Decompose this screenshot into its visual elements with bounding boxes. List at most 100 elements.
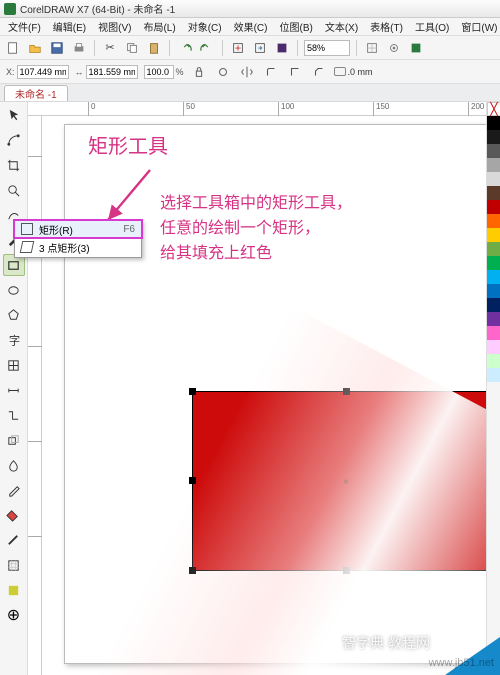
swatch[interactable] [487, 172, 500, 186]
transparency-tool[interactable] [3, 454, 25, 476]
center-marker: × [343, 477, 349, 488]
handle-ml[interactable] [189, 477, 196, 484]
swatch[interactable] [487, 200, 500, 214]
lock-ratio-button[interactable] [190, 63, 208, 81]
menu-window[interactable]: 窗口(W) [461, 19, 497, 34]
paste-button[interactable] [145, 39, 163, 57]
open-button[interactable] [26, 39, 44, 57]
menu-bitmap[interactable]: 位图(B) [279, 19, 312, 34]
rectangle-flyout: 矩形(R) F6 3 点矩形(3) [14, 220, 142, 258]
handle-bl[interactable] [189, 567, 196, 574]
shape-tool[interactable] [3, 129, 25, 151]
menu-view[interactable]: 视图(V) [98, 19, 131, 34]
menu-tools[interactable]: 工具(O) [415, 19, 449, 34]
handle-tl[interactable] [189, 388, 196, 395]
swatch[interactable] [487, 340, 500, 354]
sx-field[interactable]: % [144, 65, 184, 79]
svg-text:字: 字 [9, 333, 20, 347]
annotation-text: 选择工具箱中的矩形工具， 任意的绘制一个矩形， 给其填充上红色 [160, 192, 352, 266]
w-field[interactable]: ↔ [75, 65, 138, 79]
swatch[interactable] [487, 368, 500, 382]
polygon-tool[interactable] [3, 304, 25, 326]
cut-button[interactable]: ✂ [101, 39, 119, 57]
ruler-horizontal: 0 50 100 150 200 [28, 102, 486, 116]
table-tool[interactable] [3, 354, 25, 376]
options-button[interactable] [385, 39, 403, 57]
handle-bm[interactable] [343, 567, 350, 574]
new-button[interactable] [4, 39, 22, 57]
flyout-rectangle[interactable]: 矩形(R) F6 [13, 219, 143, 239]
swatch[interactable] [487, 256, 500, 270]
color-palette: ╳ [486, 102, 500, 675]
outline-tool[interactable] [3, 529, 25, 551]
crop-tool[interactable] [3, 154, 25, 176]
redo-button[interactable] [198, 39, 216, 57]
swatch[interactable] [487, 214, 500, 228]
export-button[interactable] [251, 39, 269, 57]
connector-tool[interactable] [3, 404, 25, 426]
outline-width-1[interactable]: .0 mm [334, 67, 373, 77]
corner3-button[interactable] [310, 63, 328, 81]
corner2-button[interactable] [286, 63, 304, 81]
swatch[interactable] [487, 228, 500, 242]
menu-edit[interactable]: 编辑(E) [53, 19, 86, 34]
snap-button[interactable] [363, 39, 381, 57]
rotate-field[interactable] [214, 63, 232, 81]
mesh-tool[interactable] [3, 554, 25, 576]
swatch[interactable] [487, 116, 500, 130]
handle-tm[interactable] [343, 388, 350, 395]
swatch[interactable] [487, 326, 500, 340]
print-button[interactable] [70, 39, 88, 57]
more-tool[interactable]: ⊕ [3, 604, 25, 626]
smart-fill-tool[interactable] [3, 579, 25, 601]
ellipse-tool[interactable] [3, 279, 25, 301]
save-button[interactable] [48, 39, 66, 57]
zoom-combo[interactable]: 58% [304, 40, 350, 56]
menu-effects[interactable]: 效果(C) [234, 19, 268, 34]
rect-icon [21, 223, 33, 235]
swatch[interactable] [487, 186, 500, 200]
eyedropper-tool[interactable] [3, 479, 25, 501]
import-button[interactable] [229, 39, 247, 57]
property-bar: X: ↔ % .0 mm [0, 60, 500, 84]
flyout-3pt-rectangle[interactable]: 3 点矩形(3) [15, 237, 141, 257]
toolbox: 字 ⊕ [0, 102, 28, 675]
menu-object[interactable]: 对象(C) [188, 19, 222, 34]
swatch[interactable] [487, 354, 500, 368]
corner-button[interactable] [262, 63, 280, 81]
menu-layout[interactable]: 布局(L) [143, 19, 175, 34]
menu-table[interactable]: 表格(T) [370, 19, 403, 34]
text-tool[interactable]: 字 [3, 329, 25, 351]
document-tabs: 未命名 -1 [0, 84, 500, 102]
dimension-tool[interactable] [3, 379, 25, 401]
app-icon [4, 3, 16, 15]
swatch[interactable] [487, 242, 500, 256]
swatch[interactable] [487, 298, 500, 312]
pick-tool[interactable] [3, 104, 25, 126]
selected-rectangle[interactable]: × [192, 391, 486, 571]
copy-button[interactable] [123, 39, 141, 57]
swatch[interactable] [487, 144, 500, 158]
x-field[interactable]: X: [6, 65, 69, 79]
swatch[interactable] [487, 158, 500, 172]
swatch[interactable] [487, 270, 500, 284]
zoom-tool[interactable] [3, 179, 25, 201]
title-text: CorelDRAW X7 (64-Bit) - 未命名 -1 [20, 1, 175, 16]
menu-text[interactable]: 文本(X) [325, 19, 358, 34]
swatch-none[interactable]: ╳ [487, 102, 500, 116]
rect3-icon [20, 241, 35, 253]
fill-tool[interactable] [3, 504, 25, 526]
watermark-cn: 智字典 教程网 [342, 633, 430, 653]
swatch[interactable] [487, 130, 500, 144]
launch-button[interactable] [407, 39, 425, 57]
watermark-url: www.jb51.net [429, 657, 494, 669]
publish-button[interactable] [273, 39, 291, 57]
effects-tool[interactable] [3, 429, 25, 451]
menu-file[interactable]: 文件(F) [8, 19, 41, 34]
swatch[interactable] [487, 284, 500, 298]
standard-toolbar: ✂ 58% [0, 36, 500, 60]
tab-untitled[interactable]: 未命名 -1 [4, 85, 68, 101]
mirror-h-button[interactable] [238, 63, 256, 81]
undo-button[interactable] [176, 39, 194, 57]
swatch[interactable] [487, 312, 500, 326]
